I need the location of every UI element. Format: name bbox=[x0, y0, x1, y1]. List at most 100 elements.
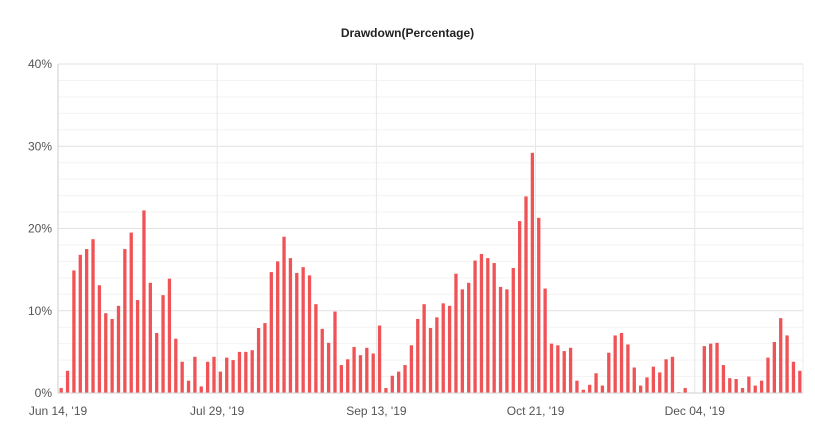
bar bbox=[632, 367, 636, 393]
bar bbox=[371, 353, 375, 393]
bar bbox=[123, 249, 127, 393]
bar bbox=[645, 377, 649, 393]
bar bbox=[155, 332, 159, 393]
bar bbox=[798, 370, 802, 393]
bar bbox=[110, 318, 114, 393]
bar bbox=[747, 376, 751, 393]
bar bbox=[135, 300, 140, 393]
bar bbox=[517, 221, 522, 393]
bar bbox=[428, 328, 433, 393]
bar bbox=[626, 344, 630, 393]
y-tick-label: 0% bbox=[35, 386, 53, 400]
bar bbox=[91, 239, 95, 393]
x-tick-label: Dec 04, '19 bbox=[665, 404, 726, 418]
bar bbox=[326, 342, 331, 393]
bar bbox=[320, 328, 324, 393]
y-tick-label: 40% bbox=[28, 57, 52, 71]
bar bbox=[199, 386, 203, 393]
bar bbox=[59, 388, 63, 393]
bar bbox=[358, 355, 363, 393]
bar bbox=[384, 388, 388, 393]
bar bbox=[397, 371, 401, 393]
bar bbox=[772, 342, 777, 393]
bar bbox=[670, 356, 675, 393]
bar bbox=[575, 380, 579, 393]
bar bbox=[549, 343, 554, 393]
bar bbox=[613, 335, 617, 393]
bar bbox=[295, 272, 299, 393]
bar bbox=[766, 357, 770, 393]
bar bbox=[84, 249, 89, 393]
bar bbox=[244, 351, 248, 393]
bar bbox=[486, 258, 490, 393]
bar bbox=[467, 282, 471, 393]
x-tick-label: Sep 13, '19 bbox=[346, 404, 407, 418]
bar bbox=[791, 361, 796, 393]
bar bbox=[167, 278, 172, 393]
bar-series bbox=[59, 152, 802, 393]
bar bbox=[505, 289, 509, 393]
bar bbox=[263, 323, 267, 393]
bar bbox=[702, 346, 706, 393]
bar bbox=[104, 313, 108, 393]
bar bbox=[715, 342, 719, 393]
bar bbox=[568, 347, 573, 393]
bar bbox=[250, 350, 254, 393]
bar bbox=[638, 385, 643, 393]
bar bbox=[460, 289, 464, 393]
bar bbox=[174, 338, 178, 393]
bar bbox=[454, 273, 458, 393]
bar bbox=[288, 258, 293, 393]
x-axis-tick-labels: Jun 14, '19 Jul 29, '19 Sep 13, '19 Oct 21,… bbox=[29, 404, 726, 418]
bar bbox=[409, 345, 414, 393]
bar bbox=[562, 351, 566, 393]
bar bbox=[390, 375, 394, 393]
bar bbox=[218, 371, 223, 393]
bar bbox=[422, 304, 426, 393]
bar bbox=[524, 196, 528, 393]
bar bbox=[148, 282, 152, 393]
bar bbox=[237, 351, 242, 393]
bar bbox=[231, 360, 235, 393]
bar bbox=[282, 236, 286, 393]
bar bbox=[600, 385, 605, 393]
y-tick-label: 20% bbox=[28, 222, 52, 236]
bar bbox=[607, 352, 611, 393]
bar bbox=[588, 384, 592, 393]
bar bbox=[581, 389, 585, 393]
bar bbox=[779, 318, 783, 393]
chart-title: Drawdown(Percentage) bbox=[340, 26, 475, 40]
bar bbox=[543, 288, 547, 393]
bar bbox=[492, 263, 496, 393]
bar bbox=[205, 361, 210, 393]
bar bbox=[97, 285, 102, 393]
bar bbox=[785, 335, 789, 393]
bar bbox=[256, 328, 261, 393]
bar bbox=[728, 378, 732, 393]
bar bbox=[619, 332, 624, 393]
axes bbox=[57, 64, 803, 394]
x-tick-label: Jun 14, '19 bbox=[29, 404, 88, 418]
bar bbox=[498, 286, 503, 393]
bar bbox=[193, 356, 197, 393]
bar bbox=[734, 379, 738, 393]
bar bbox=[473, 260, 477, 393]
x-tick-label: Jul 29, '19 bbox=[190, 404, 245, 418]
bar bbox=[212, 356, 216, 393]
bar bbox=[314, 304, 318, 393]
bar bbox=[377, 325, 382, 393]
bar bbox=[333, 311, 337, 393]
bar bbox=[269, 272, 273, 393]
bar bbox=[307, 275, 312, 393]
bar bbox=[301, 267, 305, 393]
bar bbox=[142, 210, 146, 393]
bar bbox=[447, 305, 452, 393]
bar bbox=[511, 267, 515, 393]
bar bbox=[759, 380, 764, 393]
bar bbox=[416, 318, 420, 393]
bar bbox=[753, 385, 757, 393]
bar bbox=[658, 372, 662, 393]
bar bbox=[116, 305, 121, 393]
y-tick-label: 10% bbox=[28, 304, 52, 318]
